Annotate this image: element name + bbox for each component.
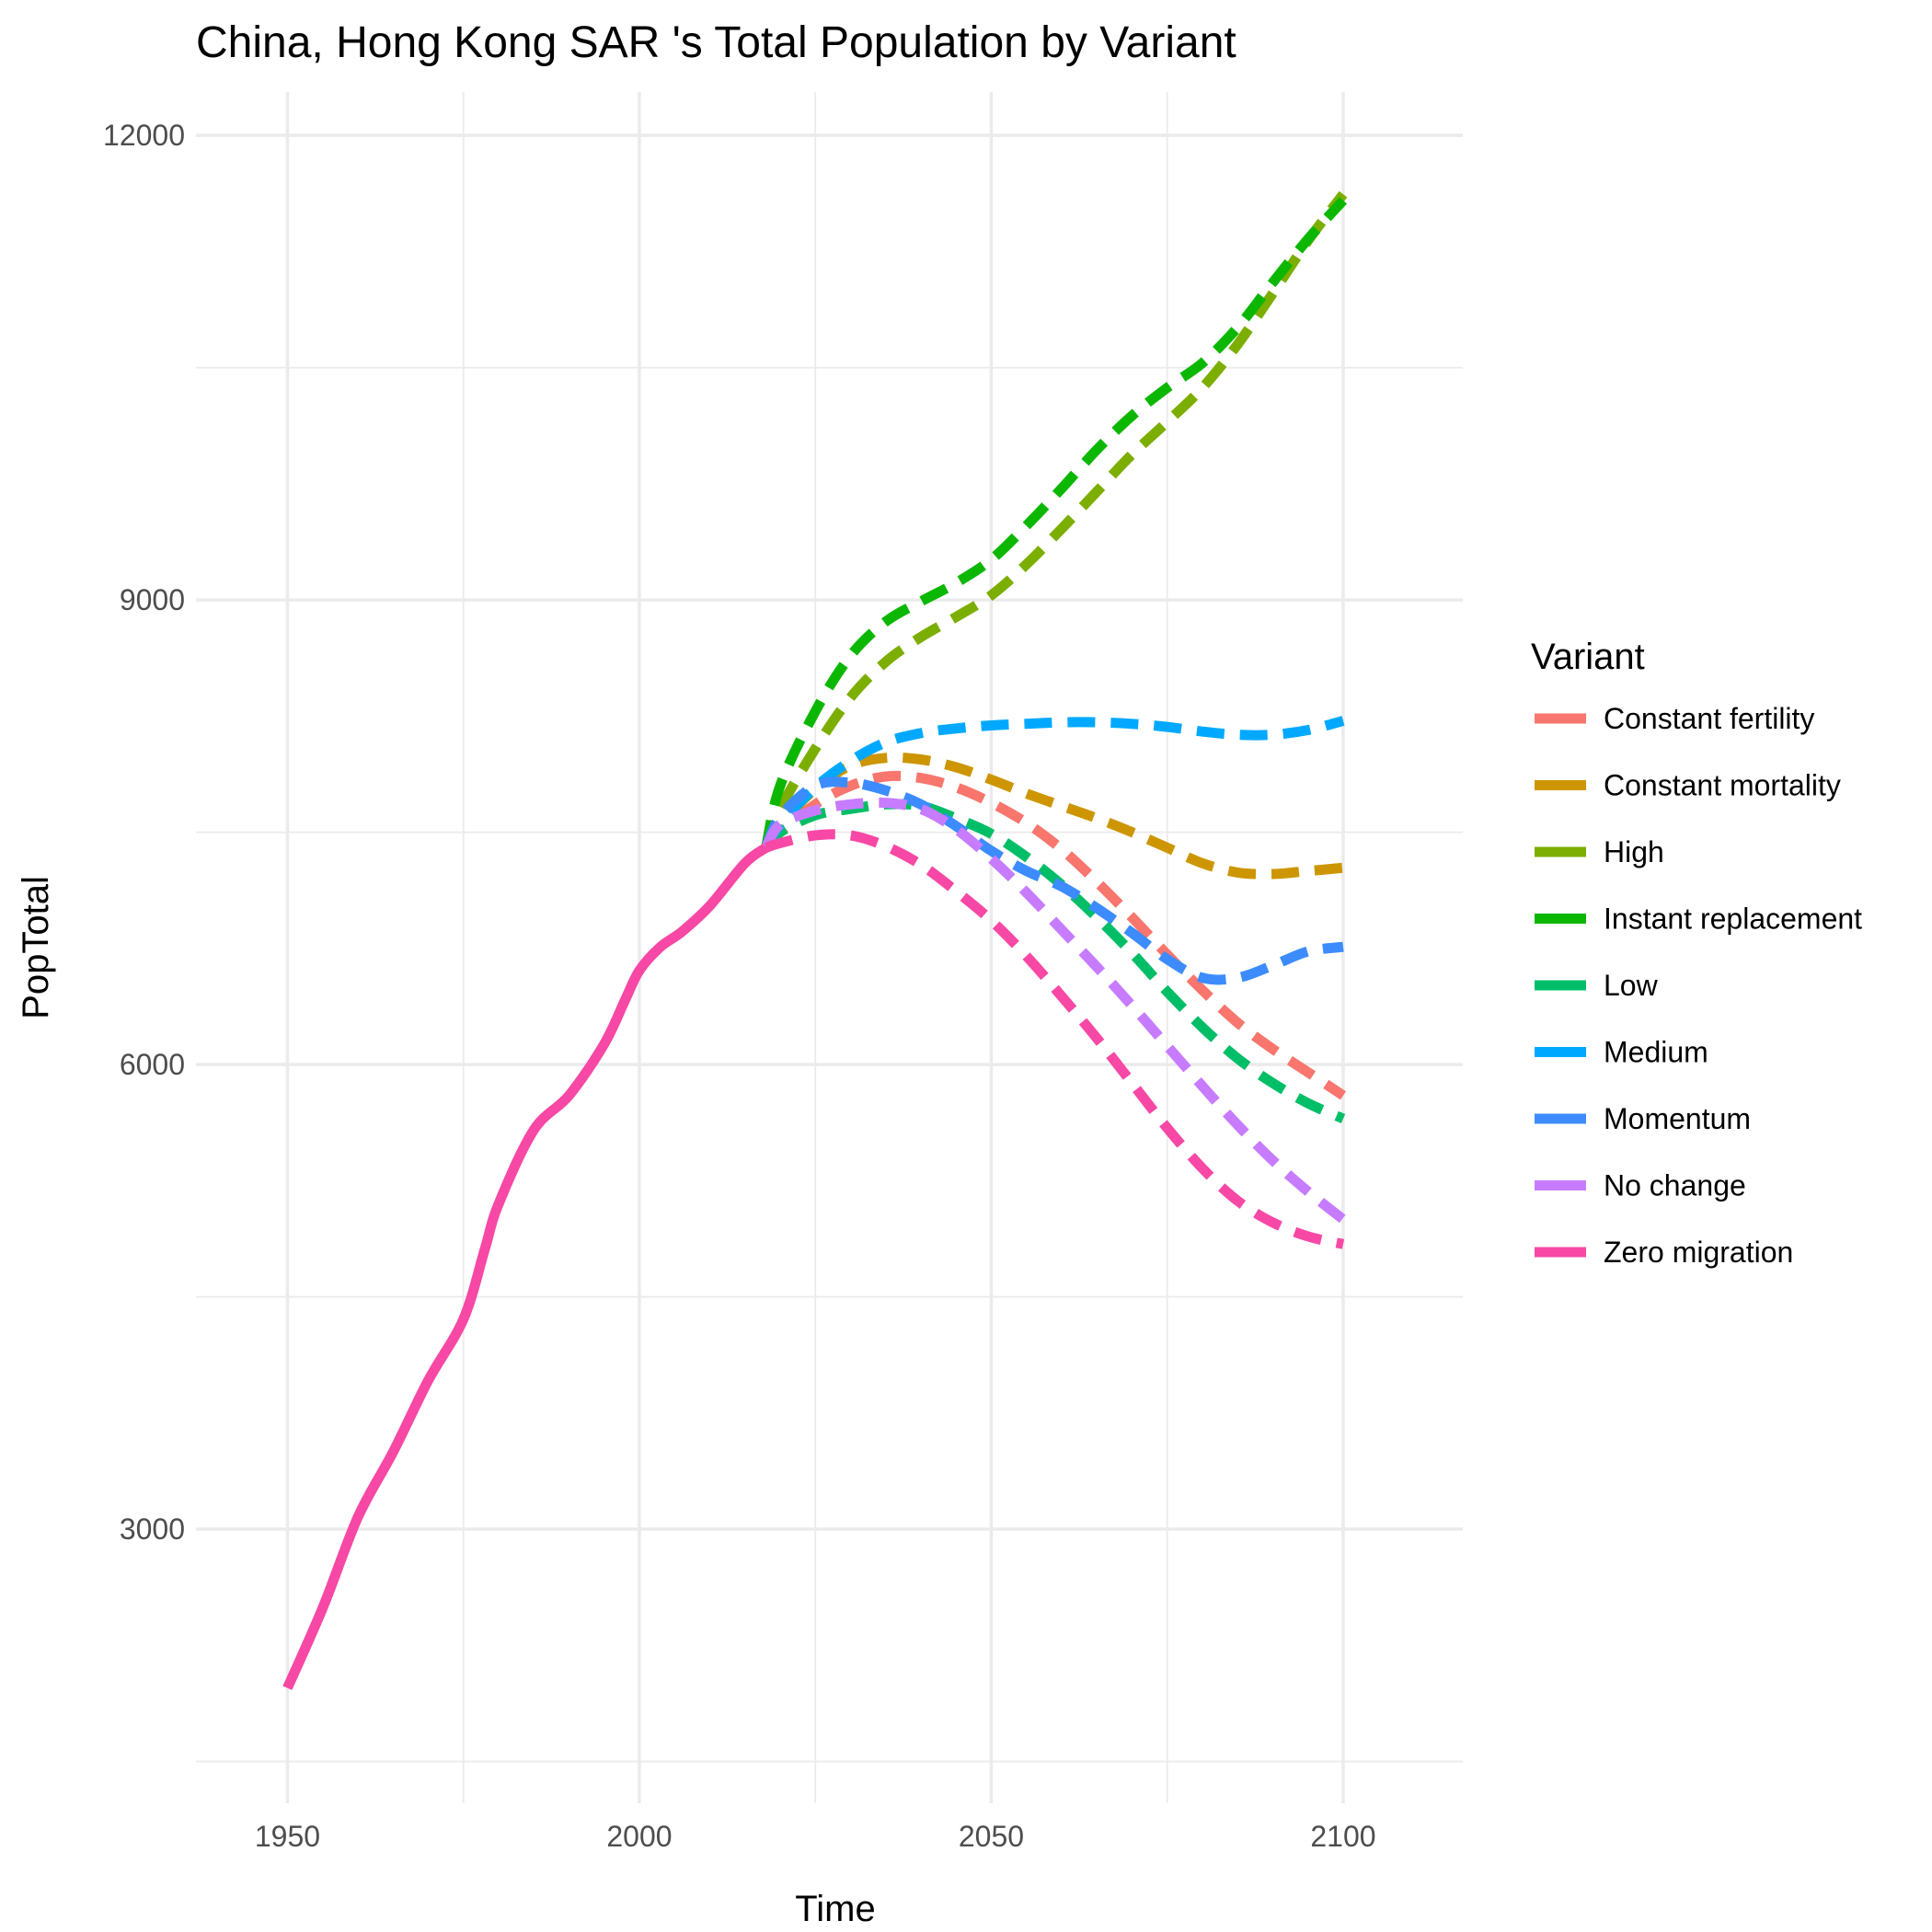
x-tick-label: 1950 [255,1820,320,1853]
legend-item: High [1535,835,1664,868]
legend-items: Constant fertility Constant mortality High… [1535,702,1862,1269]
legend-label: Constant fertility [1604,702,1814,735]
legend-label: No change [1604,1169,1746,1202]
legend-label: Zero migration [1604,1236,1793,1269]
series-line-low [762,799,1346,1124]
y-tick-label: 12000 [103,119,185,152]
legend: Variant Constant fertility Constant morta… [1531,637,1862,1269]
grid [196,92,1463,1803]
y-axis-title: PopTotal [16,876,56,1019]
y-tick-label: 3000 [120,1512,185,1546]
legend-label: High [1604,835,1664,868]
legend-title: Variant [1531,637,1645,677]
legend-label: Low [1604,969,1659,1002]
y-axis-ticks: 3000 6000 9000 12000 [103,119,185,1546]
series-line-high [761,190,1348,850]
series-line-zero-migration [764,829,1345,1249]
series-line-constant-mortality [761,752,1344,880]
series-line-historical [282,843,769,1691]
legend-label: Instant replacement [1604,903,1862,936]
legend-label: Medium [1604,1036,1708,1069]
legend-item: Instant replacement [1535,903,1862,936]
legend-item: Momentum [1535,1102,1751,1135]
legend-item: Zero migration [1535,1236,1793,1269]
x-axis-title: Time [795,1889,875,1929]
y-tick-label: 9000 [120,583,185,616]
chart-title: China, Hong Kong SAR 's Total Population… [196,18,1236,67]
x-tick-label: 2000 [606,1820,672,1853]
x-axis-ticks: 1950 2000 2050 2100 [255,1820,1376,1853]
legend-label: Constant mortality [1604,769,1841,802]
legend-item: Medium [1535,1036,1708,1069]
legend-item: Constant fertility [1535,702,1814,735]
series-line-no-change [761,797,1347,1224]
series-line-medium [761,716,1345,851]
series-line-instant-replacement [761,197,1348,849]
series-line-constant-fertility [762,770,1347,1100]
legend-item: Constant mortality [1535,769,1841,802]
legend-label: Momentum [1604,1102,1751,1135]
series-lines [282,190,1348,1691]
x-tick-label: 2100 [1310,1820,1375,1853]
x-tick-label: 2050 [959,1820,1024,1853]
legend-item: Low [1535,969,1659,1002]
legend-item: No change [1535,1169,1746,1202]
y-tick-label: 6000 [120,1048,185,1081]
